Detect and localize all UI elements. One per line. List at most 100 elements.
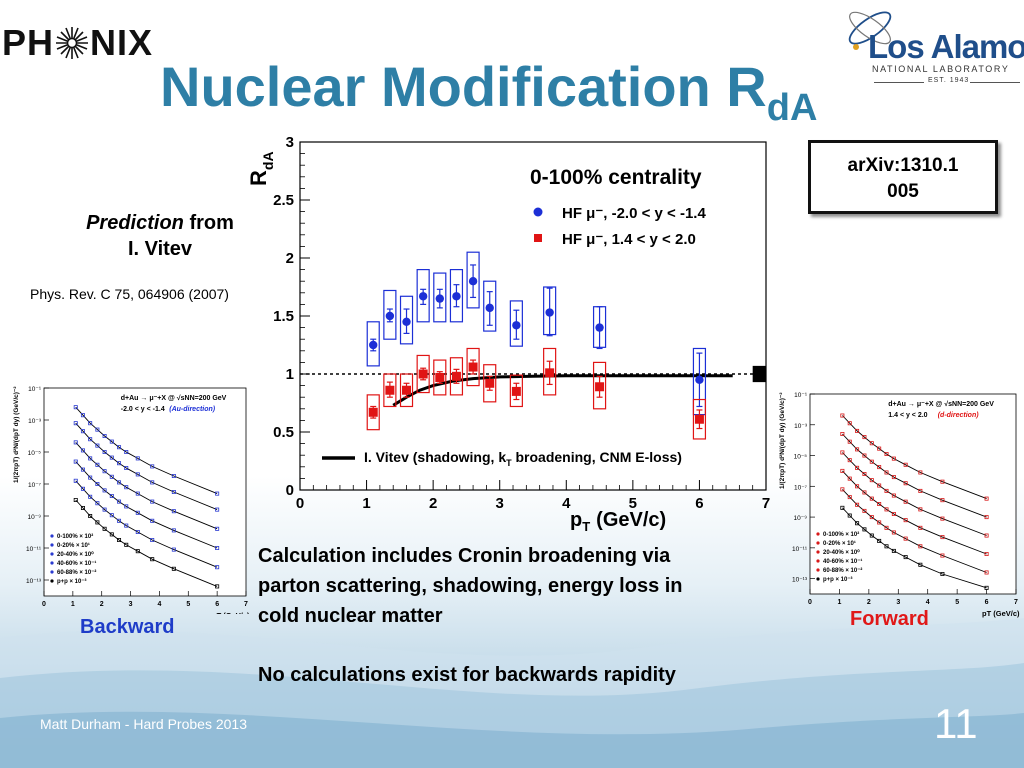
backward-data-point bbox=[102, 434, 107, 439]
forward-legend-label: 0-100% × 10² bbox=[823, 531, 859, 538]
rda-xtick-label: 4 bbox=[562, 495, 571, 512]
data-point-blue bbox=[545, 308, 554, 317]
forward-xtick-label: 6 bbox=[985, 599, 989, 606]
forward-ytick-label: 10⁻³ bbox=[794, 423, 808, 430]
backward-data-point bbox=[88, 421, 93, 426]
calculation-line-1: Calculation includes Cronin broadening v… bbox=[258, 545, 671, 567]
backward-data-point bbox=[80, 429, 85, 434]
backward-data-point bbox=[171, 566, 176, 571]
syst-box-blue bbox=[449, 269, 464, 323]
forward-data-point bbox=[847, 458, 852, 463]
data-point-blue bbox=[369, 340, 378, 350]
backward-xtick-label: 1 bbox=[71, 601, 75, 608]
forward-legend-marker bbox=[816, 559, 820, 563]
starburst-icon bbox=[56, 27, 89, 59]
prediction-author: I. Vitev bbox=[127, 238, 193, 260]
backward-legend-label: 60-88% × 10⁻² bbox=[57, 569, 96, 576]
data-point-blue bbox=[402, 317, 411, 326]
rda-legend-entry-red: HF μ⁻, 1.4 < y < 2.0 bbox=[534, 231, 696, 248]
forward-ylabel: 1/(2πpT) d²N/(dpT dy) (GeV/c)⁻² bbox=[779, 392, 786, 489]
data-point-blue bbox=[695, 375, 704, 384]
forward-data-point bbox=[855, 521, 860, 526]
forward-data-point bbox=[847, 421, 852, 426]
forward-data-point bbox=[940, 479, 945, 484]
calculation-line-2: parton scattering, shadowing, energy los… bbox=[258, 575, 683, 597]
backward-legend-marker bbox=[50, 543, 54, 547]
rda-xtick-label: 1 bbox=[362, 495, 370, 512]
syst-box-red bbox=[692, 398, 707, 440]
backward-data-point bbox=[124, 450, 129, 455]
forward-label: Forward bbox=[850, 608, 929, 630]
backward-data-point bbox=[117, 480, 122, 485]
forward-data-point bbox=[891, 548, 896, 553]
backward-data-point bbox=[102, 488, 107, 493]
slide-title-subscript: dA bbox=[766, 87, 818, 129]
backward-data-point bbox=[135, 510, 140, 515]
legend-label-red: HF μ⁻, 1.4 < y < 2.0 bbox=[562, 231, 696, 248]
backward-legend-label: 0-20% × 10¹ bbox=[57, 542, 90, 549]
phenix-logo: PH NIX bbox=[2, 20, 192, 64]
rda-ylabel: RdA bbox=[246, 151, 276, 186]
rda-ytick-label: 1.5 bbox=[273, 308, 294, 325]
backward-data-point bbox=[95, 520, 100, 525]
forward-legend-label: 0-20% × 10¹ bbox=[823, 540, 856, 547]
rda-ytick-label: 2.5 bbox=[273, 192, 294, 209]
legend-marker-red bbox=[534, 234, 542, 242]
rda-xtick-label: 0 bbox=[296, 495, 304, 512]
syst-box-red bbox=[449, 357, 464, 396]
forward-data-point bbox=[862, 490, 867, 495]
forward-data-point bbox=[891, 511, 896, 516]
forward-data-point bbox=[862, 527, 867, 532]
backward-legend-label: 40-60% × 10⁻¹ bbox=[57, 560, 96, 567]
backward-data-point bbox=[215, 584, 220, 589]
backward-legend-label: 20-40% × 10⁰ bbox=[57, 551, 94, 558]
data-point-red bbox=[451, 371, 461, 381]
backward-data-point bbox=[124, 542, 129, 547]
forward-ytick-label: 10⁻⁹ bbox=[794, 515, 808, 522]
arxiv-box: arXiv:1310.1 005 bbox=[808, 140, 998, 214]
data-point-red bbox=[368, 407, 378, 417]
forward-data-point bbox=[847, 513, 852, 518]
calculation-line-3: cold nuclear matter bbox=[258, 605, 443, 627]
data-point-red bbox=[435, 372, 445, 382]
forward-data-point bbox=[884, 544, 889, 549]
forward-ytick-label: 10⁻¹ bbox=[794, 392, 808, 399]
forward-data-point bbox=[855, 447, 860, 452]
data-point-red bbox=[402, 385, 412, 395]
backward-xtick-label: 2 bbox=[100, 601, 104, 608]
syst-box-red bbox=[383, 373, 397, 408]
forward-data-point bbox=[877, 520, 882, 525]
backward-data-point bbox=[171, 474, 176, 479]
backward-data-point bbox=[73, 405, 78, 410]
rda-xtick-label: 5 bbox=[629, 495, 637, 512]
backward-data-point bbox=[80, 413, 85, 418]
backward-data-point bbox=[73, 459, 78, 464]
backward-data-point bbox=[88, 437, 93, 442]
forward-data-point bbox=[869, 459, 874, 464]
forward-data-point bbox=[918, 470, 923, 475]
forward-data-point bbox=[840, 468, 845, 473]
forward-annotation: 1.4 < y < 2.0 bbox=[888, 412, 927, 419]
backward-ytick-label: 10⁻¹ bbox=[28, 386, 42, 393]
forward-data-point bbox=[918, 488, 923, 493]
no-calculation-note: No calculations exist for backwards rapi… bbox=[258, 664, 676, 686]
los-alamos-name: Los Alamos bbox=[868, 28, 1024, 65]
backward-annotation: -2.0 < y < -1.4 bbox=[121, 406, 165, 413]
backward-ytick-label: 10⁻⁹ bbox=[28, 514, 42, 521]
backward-data-point bbox=[109, 513, 114, 518]
data-point-red bbox=[468, 362, 478, 372]
footer-author: Matt Durham - Hard Probes 2013 bbox=[40, 716, 247, 732]
forward-ytick-label: 10⁻¹³ bbox=[792, 577, 808, 584]
backward-data-point bbox=[171, 547, 176, 552]
forward-data-point bbox=[891, 475, 896, 480]
backward-data-point bbox=[102, 507, 107, 512]
syst-box-red bbox=[416, 354, 430, 394]
forward-data-point bbox=[855, 502, 860, 507]
forward-xtick-label: 7 bbox=[1014, 599, 1018, 606]
forward-spectra-chart: 0 1 2 3 4 5 6 7 10⁻¹ 10⁻³ 10⁻⁵ 10⁻⁷ 10⁻⁹ 10⁻¹¹ 10⁻¹³ d+… bbox=[779, 392, 1020, 618]
prediction-line-1: Prediction from bbox=[40, 210, 280, 236]
backward-data-point bbox=[73, 498, 78, 503]
syst-box-blue bbox=[466, 251, 480, 309]
backward-spectra-chart: 0 1 2 3 4 5 6 7 10⁻¹ 10⁻³ 10⁻⁵ 10⁻⁷ 10⁻⁹ 10⁻¹¹ 10⁻¹³ d+… bbox=[13, 386, 250, 614]
rda-ytick-label: 0.5 bbox=[273, 424, 294, 441]
